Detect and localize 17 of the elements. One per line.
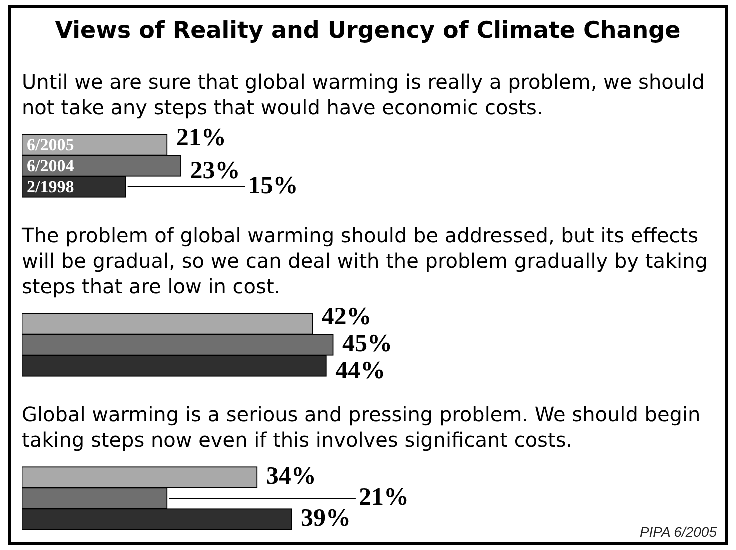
- data-label: 39%: [300, 504, 351, 532]
- chart-title: Views of Reality and Urgency of Climate Change: [54, 17, 682, 45]
- data-label: 42%: [322, 303, 372, 330]
- text: PIPA 6/2005: [640, 524, 717, 540]
- data-label: 23%: [190, 157, 240, 184]
- data-label: 21%: [176, 124, 226, 152]
- y-tick-label: Until we are sure that global warming is really a problem, we should not take any steps that would have economic costs.: [22, 70, 705, 120]
- series-label: 6/2005: [27, 135, 74, 154]
- y-tick-label: The problem of global warming should be addressed, but its effects will be gradual, so we can deal with the problem gradually by taking steps that are low in cost.: [21, 224, 708, 298]
- y-tick-label: Global warming is a serious and pressing problem. We should begin taking steps now even if this involves significant costs.: [22, 402, 701, 452]
- data-label: 21%: [358, 484, 409, 511]
- data-label: 15%: [248, 172, 298, 200]
- series-label: 2/1998: [27, 177, 74, 196]
- data-label: 44%: [336, 357, 386, 384]
- series-label: 6/2004: [27, 156, 75, 176]
- data-label: 45%: [342, 330, 392, 358]
- data-label: 34%: [266, 462, 316, 490]
